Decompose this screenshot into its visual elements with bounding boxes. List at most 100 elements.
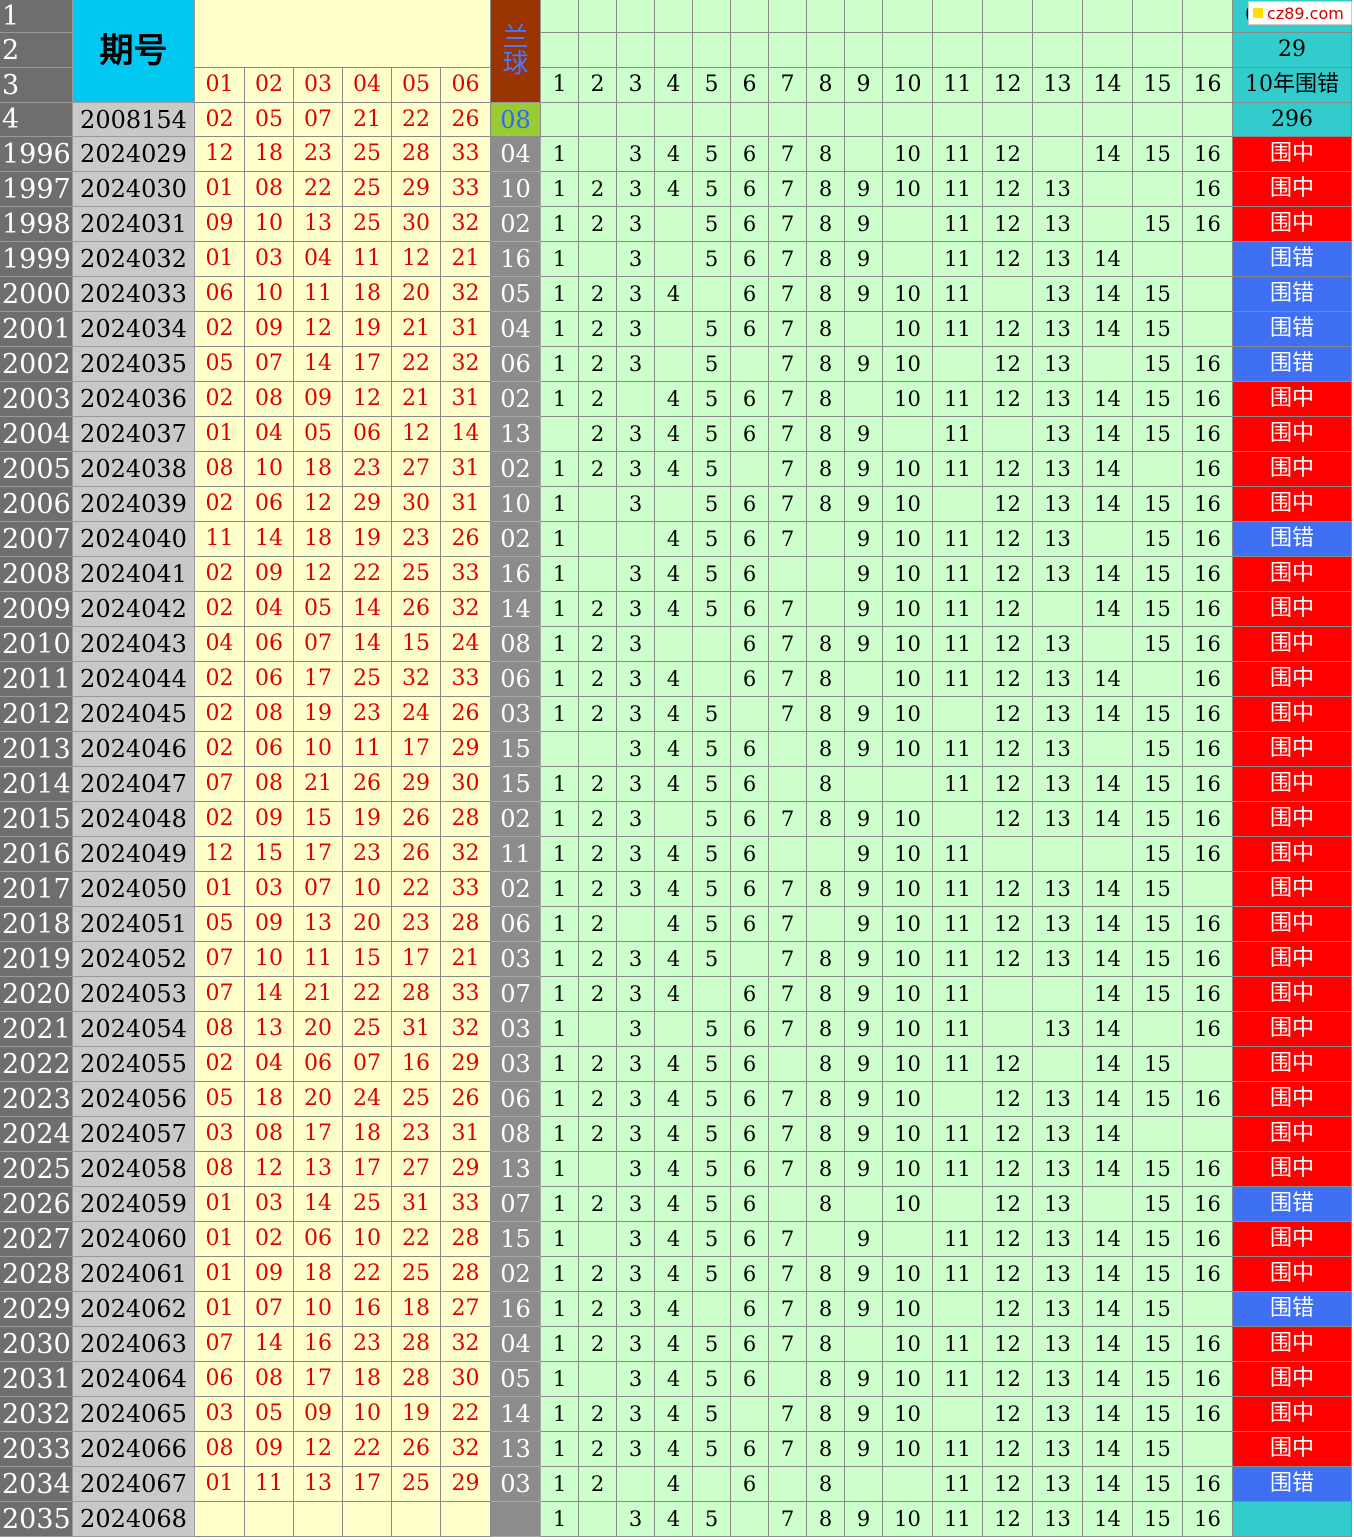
- red-ball-cell: 01: [195, 872, 245, 907]
- row-number[interactable]: 2014: [0, 767, 73, 802]
- row-number[interactable]: 2031: [0, 1362, 73, 1397]
- row-number[interactable]: 4: [0, 103, 73, 137]
- row-number[interactable]: 2008: [0, 557, 73, 592]
- row-number[interactable]: 2029: [0, 1292, 73, 1327]
- cover-cell: 2: [579, 347, 617, 382]
- red-ball-cell: 17: [392, 732, 441, 767]
- row-number[interactable]: 2007: [0, 522, 73, 557]
- red-ball-cell: 17: [343, 1152, 392, 1187]
- cover-cell: 13: [1033, 627, 1083, 662]
- cover-cell: 5: [693, 1362, 731, 1397]
- row-number[interactable]: 2021: [0, 1012, 73, 1047]
- cover-cell: [883, 1467, 933, 1502]
- row-number[interactable]: 2034: [0, 1467, 73, 1502]
- row-number[interactable]: 2006: [0, 487, 73, 522]
- cover-cell: 12: [983, 907, 1033, 942]
- row-number[interactable]: 1996: [0, 137, 73, 172]
- row-number[interactable]: 2009: [0, 592, 73, 627]
- cover-cell: [1133, 242, 1183, 277]
- row-number[interactable]: 2013: [0, 732, 73, 767]
- cover-cell: 13: [1033, 1222, 1083, 1257]
- row-number[interactable]: 2005: [0, 452, 73, 487]
- cover-cell: [655, 487, 693, 522]
- cover-cell: 14: [1083, 1117, 1133, 1152]
- red-ball-cell: 18: [245, 137, 294, 172]
- row-number[interactable]: 2012: [0, 697, 73, 732]
- red-ball-cell: 10: [245, 207, 294, 242]
- row-number[interactable]: 2028: [0, 1257, 73, 1292]
- red-ball-cell: 27: [392, 1152, 441, 1187]
- row-number[interactable]: 3: [0, 68, 73, 103]
- row-number[interactable]: 2017: [0, 872, 73, 907]
- row-number[interactable]: 2001: [0, 312, 73, 347]
- cover-cell: 13: [1033, 382, 1083, 417]
- cover-cell: [933, 487, 983, 522]
- red-ball-cell: 25: [343, 207, 392, 242]
- row-number[interactable]: 2024: [0, 1117, 73, 1152]
- row-number[interactable]: 2033: [0, 1432, 73, 1467]
- row-number[interactable]: 2003: [0, 382, 73, 417]
- cover-cell: 6: [731, 242, 769, 277]
- row-number[interactable]: 2025: [0, 1152, 73, 1187]
- cover-cell: 6: [731, 382, 769, 417]
- row-number[interactable]: 2027: [0, 1222, 73, 1257]
- cover-header-blank: [541, 33, 579, 68]
- row-number[interactable]: 2023: [0, 1082, 73, 1117]
- row-number[interactable]: 1998: [0, 207, 73, 242]
- cover-cell: 8: [807, 207, 845, 242]
- row-number[interactable]: 2011: [0, 662, 73, 697]
- cover-cell: [1083, 732, 1133, 767]
- period-cell: 2024039: [73, 487, 195, 522]
- row-number[interactable]: 2000: [0, 277, 73, 312]
- cover-cell: 10: [883, 697, 933, 732]
- red-ball-cell: 06: [195, 277, 245, 312]
- cover-header-blank: [1183, 33, 1233, 68]
- cover-cell: [655, 207, 693, 242]
- row-number[interactable]: 2015: [0, 802, 73, 837]
- row-number[interactable]: 2002: [0, 347, 73, 382]
- cover-cell: 2: [579, 1292, 617, 1327]
- row-number[interactable]: 2019: [0, 942, 73, 977]
- row-number[interactable]: 2010: [0, 627, 73, 662]
- cover-column-header: 9: [845, 68, 883, 103]
- red-ball-cell: 12: [294, 557, 343, 592]
- row-number[interactable]: 2022: [0, 1047, 73, 1082]
- cover-cell: 10: [883, 522, 933, 557]
- cover-cell: 1: [541, 1152, 579, 1187]
- row-number[interactable]: 2030: [0, 1327, 73, 1362]
- row-number[interactable]: 1997: [0, 172, 73, 207]
- cover-cell: [655, 1012, 693, 1047]
- cover-cell: 10: [883, 382, 933, 417]
- red-ball-cell: 07: [245, 1292, 294, 1327]
- cover-cell: 8: [807, 802, 845, 837]
- cover-cell: 14: [1083, 697, 1133, 732]
- row-number[interactable]: 2018: [0, 907, 73, 942]
- cover-cell: 14: [1083, 557, 1133, 592]
- result-cell: 围中: [1233, 767, 1352, 802]
- row-number[interactable]: 2026: [0, 1187, 73, 1222]
- cover-cell: 3: [617, 1397, 655, 1432]
- cover-cell: 6: [731, 627, 769, 662]
- result-cell: 围中: [1233, 1082, 1352, 1117]
- cover-cell: 14: [1083, 1362, 1133, 1397]
- cover-cell: 2: [579, 1432, 617, 1467]
- cover-cell: [579, 732, 617, 767]
- cover-cell: 13: [1033, 1257, 1083, 1292]
- row-number[interactable]: 2032: [0, 1397, 73, 1432]
- row-number[interactable]: 2004: [0, 417, 73, 452]
- cover-cell: 3: [617, 1012, 655, 1047]
- cover-cell: 11: [933, 907, 983, 942]
- blue-ball-cell: 02: [491, 522, 541, 557]
- row-number[interactable]: 2: [0, 33, 73, 68]
- cover-cell: 5: [693, 1327, 731, 1362]
- row-number[interactable]: 2035: [0, 1502, 73, 1537]
- row-number[interactable]: 2016: [0, 837, 73, 872]
- row-number[interactable]: 1: [0, 0, 73, 33]
- cover-cell: 1: [541, 1257, 579, 1292]
- cover-cell: 9: [845, 697, 883, 732]
- row-number[interactable]: 1999: [0, 242, 73, 277]
- cover-cell: 10: [883, 1012, 933, 1047]
- cover-cell: 4: [655, 872, 693, 907]
- row-number[interactable]: 2020: [0, 977, 73, 1012]
- cover-cell: [1083, 103, 1133, 137]
